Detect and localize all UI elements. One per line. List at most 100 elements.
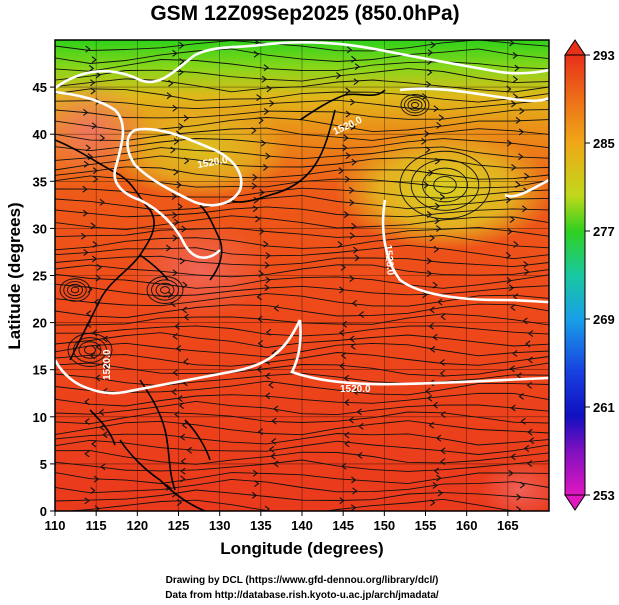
streamline-arrow bbox=[339, 362, 345, 370]
vortex-streamline bbox=[78, 341, 102, 359]
contour-label: 1520.0 bbox=[340, 384, 371, 395]
streamline-arrow bbox=[256, 365, 262, 373]
streamline-arrow bbox=[180, 467, 186, 475]
streamline-arrow bbox=[102, 431, 108, 439]
streamline-arrow bbox=[354, 63, 361, 71]
streamline-arrow bbox=[251, 182, 257, 190]
streamline-arrow bbox=[91, 56, 97, 64]
streamline-arrow bbox=[511, 164, 517, 171]
streamline bbox=[55, 234, 549, 251]
streamline-arrow bbox=[349, 335, 355, 343]
streamline-arrow bbox=[92, 240, 98, 248]
vortex-streamline bbox=[399, 150, 491, 220]
streamline-arrow bbox=[263, 240, 269, 248]
streamline-arrow bbox=[435, 434, 442, 442]
streamline-arrow bbox=[178, 68, 184, 76]
vortex-streamline bbox=[151, 279, 179, 301]
streamline-arrow bbox=[171, 388, 177, 396]
streamline-arrow bbox=[258, 116, 264, 124]
vortex-streamline bbox=[70, 286, 80, 294]
streamline-arrow bbox=[434, 202, 441, 210]
streamline-arrow bbox=[260, 139, 267, 147]
streamline-arrow bbox=[268, 381, 274, 389]
streamline bbox=[55, 372, 549, 387]
streamline bbox=[55, 138, 549, 152]
streamline-arrow bbox=[349, 199, 355, 207]
streamline-arrow bbox=[99, 424, 105, 431]
streamline-arrow bbox=[176, 181, 182, 189]
streamline-arrow bbox=[432, 281, 438, 289]
warm-anomaly-yellow-west bbox=[110, 100, 290, 200]
streamline-arrow bbox=[510, 404, 516, 412]
streamline-arrow bbox=[336, 72, 342, 80]
streamline-arrow bbox=[440, 447, 446, 455]
streamline-arrow bbox=[524, 268, 530, 276]
streamline bbox=[55, 459, 549, 472]
streamline-arrow bbox=[430, 499, 436, 507]
streamline-arrow bbox=[429, 306, 435, 314]
streamline-arrow bbox=[261, 75, 268, 83]
streamline-arrow bbox=[341, 462, 347, 470]
streamline-arrow bbox=[440, 411, 446, 419]
streamline-arrow bbox=[179, 42, 185, 49]
streamline bbox=[55, 420, 549, 436]
vortex-streamline bbox=[63, 281, 87, 299]
streamline bbox=[55, 478, 549, 494]
streamline bbox=[55, 450, 549, 465]
streamline-arrow bbox=[422, 291, 428, 299]
streamline-arrow bbox=[253, 50, 259, 58]
streamline-arrow bbox=[515, 505, 522, 511]
streamline-arrow bbox=[90, 222, 96, 230]
streamline-arrow bbox=[357, 452, 363, 459]
streamline-arrow bbox=[527, 428, 533, 436]
y-tick-label: 45 bbox=[33, 80, 47, 95]
streamline-arrow bbox=[436, 122, 442, 129]
x-tick-label: 145 bbox=[332, 518, 354, 533]
streamline-arrow bbox=[512, 350, 518, 357]
streamline-arrow bbox=[518, 392, 524, 400]
streamline-arrow bbox=[252, 205, 258, 213]
streamline-arrow bbox=[92, 175, 99, 183]
streamline-arrow bbox=[440, 313, 446, 321]
streamline bbox=[55, 109, 549, 120]
streamline bbox=[55, 88, 549, 103]
streamline-arrow bbox=[349, 232, 355, 240]
streamline-arrow bbox=[519, 481, 526, 489]
colorbar-bottom-arrow bbox=[564, 494, 586, 511]
streamline-arrow bbox=[430, 41, 436, 49]
streamline bbox=[55, 400, 549, 416]
x-tick-label: 165 bbox=[497, 518, 519, 533]
streamline-arrow bbox=[338, 167, 344, 175]
streamline-arrow bbox=[82, 185, 88, 193]
streamline-arrow bbox=[512, 75, 519, 83]
streamline-arrow bbox=[92, 167, 99, 175]
streamline-arrow bbox=[437, 298, 443, 306]
streamline-arrow bbox=[95, 274, 101, 282]
x-tick-label: 150 bbox=[373, 518, 395, 533]
streamline-arrow bbox=[180, 457, 186, 465]
streamline-arrow bbox=[428, 322, 434, 330]
streamline-arrow bbox=[425, 146, 431, 154]
streamline bbox=[55, 472, 549, 485]
streamline-arrow bbox=[265, 152, 271, 160]
streamline bbox=[55, 59, 549, 72]
streamline-arrow bbox=[508, 284, 515, 292]
streamline-arrow bbox=[351, 299, 358, 307]
streamline-arrow bbox=[173, 137, 179, 145]
vortex-streamline bbox=[422, 167, 468, 203]
streamline-arrow bbox=[84, 450, 90, 458]
streamline-arrow bbox=[265, 252, 271, 260]
streamline-arrow bbox=[512, 52, 518, 59]
vortex-streamline bbox=[84, 345, 96, 355]
streamline-arrow bbox=[421, 137, 427, 145]
streamline bbox=[55, 273, 549, 289]
streamline-arrow bbox=[174, 218, 180, 226]
streamline-arrow bbox=[259, 189, 265, 196]
streamline-arrow bbox=[183, 114, 189, 122]
streamline-arrow bbox=[168, 79, 174, 87]
streamline-arrow bbox=[91, 255, 98, 263]
streamline-arrow bbox=[523, 261, 529, 268]
streamline-arrow bbox=[181, 421, 188, 429]
credit-line-1: Drawing by DCL (https://www.gfd-dennou.o… bbox=[166, 575, 439, 586]
